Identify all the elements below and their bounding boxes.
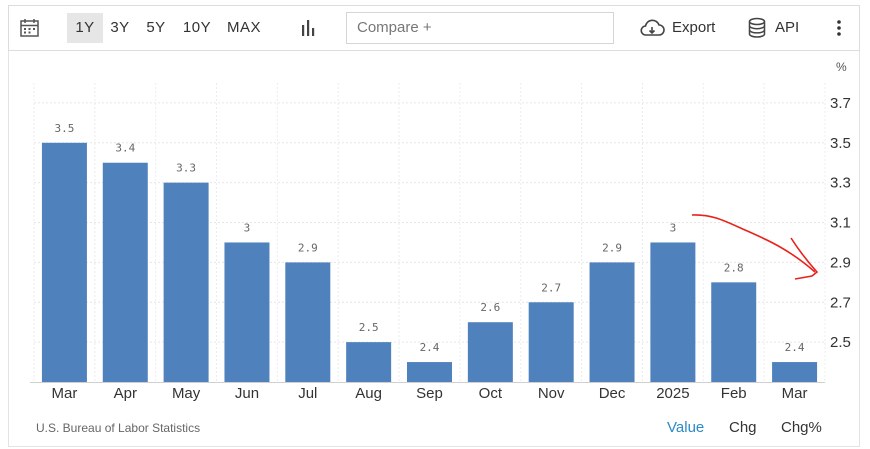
bar-value-label: 2.8 <box>724 261 744 274</box>
calendar-icon[interactable] <box>19 18 41 38</box>
more-vertical-icon[interactable] <box>835 19 843 37</box>
bar-value-label: 2.9 <box>298 241 318 254</box>
y-tick-label: 2.9 <box>830 254 851 271</box>
range-5y-button[interactable]: 5Y <box>146 19 166 36</box>
annotation-arrow <box>691 214 819 280</box>
x-tick-label: Mar <box>782 385 808 402</box>
x-tick-label: Sep <box>416 385 443 402</box>
y-tick-label: 3.5 <box>830 135 851 152</box>
bar-value-label: 3.5 <box>54 122 74 135</box>
chart-x-axis: Mar Apr May Jun Jul Aug Sep Oct Nov Dec 2025 Feb Mar <box>52 385 808 402</box>
range-10y-button[interactable]: 10Y <box>182 19 212 36</box>
cloud-download-icon[interactable] <box>639 18 665 38</box>
bar[interactable] <box>711 282 757 382</box>
chart-y-axis: 3.7 3.5 3.3 3.1 2.9 2.7 2.5 <box>830 95 851 351</box>
mode-chg-percent-button[interactable]: Chg% <box>781 419 822 436</box>
y-tick-label: 2.5 <box>830 334 851 351</box>
y-tick-label: 2.7 <box>830 294 851 311</box>
bar[interactable] <box>102 162 148 382</box>
chart-frame <box>8 5 860 447</box>
chart-bars <box>41 142 818 382</box>
bar[interactable] <box>650 242 696 382</box>
bar[interactable] <box>467 322 513 382</box>
bar[interactable] <box>224 242 270 382</box>
bar[interactable] <box>41 142 87 382</box>
x-tick-label: May <box>172 385 201 402</box>
bar[interactable] <box>772 362 818 382</box>
chart-grid <box>30 83 826 383</box>
bar-value-label: 2.4 <box>420 341 440 354</box>
x-tick-label: Nov <box>538 385 565 402</box>
y-tick-label: 3.1 <box>830 215 851 232</box>
annotation-arrow-head <box>790 237 819 280</box>
database-icon[interactable] <box>747 17 767 39</box>
range-1y-button[interactable]: 1Y <box>67 13 103 43</box>
bar-value-label: 3.3 <box>176 162 196 175</box>
range-max-button[interactable]: MAX <box>226 19 261 36</box>
bar-value-label: 2.9 <box>602 241 622 254</box>
bar-value-label: 2.6 <box>480 301 500 314</box>
api-button[interactable]: API <box>775 19 800 36</box>
data-source-label: U.S. Bureau of Labor Statistics <box>36 421 201 435</box>
range-3y-button[interactable]: 3Y <box>110 19 130 36</box>
bar-value-label: 2.7 <box>541 281 561 294</box>
x-tick-label: Oct <box>479 385 503 402</box>
x-tick-label: Apr <box>114 385 137 402</box>
chart-bar-labels: 3.5 3.4 3.3 3 2.9 2.5 2.4 2.6 2.7 2.9 3 2.8 2.4 <box>54 122 804 354</box>
x-tick-label: Jun <box>235 385 259 402</box>
bar[interactable] <box>589 262 635 382</box>
x-tick-label: Jul <box>298 385 317 402</box>
bar[interactable] <box>528 302 574 382</box>
mode-value-button[interactable]: Value <box>667 419 705 436</box>
y-axis-unit-label: % <box>836 60 847 74</box>
x-tick-label: 2025 <box>656 385 689 402</box>
bar[interactable] <box>285 262 331 382</box>
x-tick-label: Dec <box>599 385 626 402</box>
y-tick-label: 3.7 <box>830 95 851 112</box>
x-tick-label: Aug <box>355 385 382 402</box>
x-tick-label: Mar <box>52 385 78 402</box>
y-tick-label: 3.3 <box>830 175 851 192</box>
bar[interactable] <box>346 342 392 382</box>
x-tick-label: Feb <box>721 385 747 402</box>
bar[interactable] <box>407 362 452 382</box>
bar-value-label: 2.5 <box>359 321 379 334</box>
export-button[interactable]: Export <box>672 19 716 36</box>
bar-chart-icon[interactable] <box>299 19 317 37</box>
bar-value-label: 3 <box>244 221 251 234</box>
bar[interactable] <box>163 182 209 382</box>
mode-chg-button[interactable]: Chg <box>729 419 757 436</box>
bar-value-label: 3.4 <box>115 142 135 155</box>
chart-toolbar: 1Y 3Y 5Y 10Y MAX Compare + Export API <box>8 5 860 51</box>
compare-input[interactable]: Compare + <box>346 12 614 44</box>
annotation-arrow-shaft <box>691 214 816 273</box>
bar-value-label: 3 <box>670 221 677 234</box>
bar-value-label: 2.4 <box>785 341 805 354</box>
